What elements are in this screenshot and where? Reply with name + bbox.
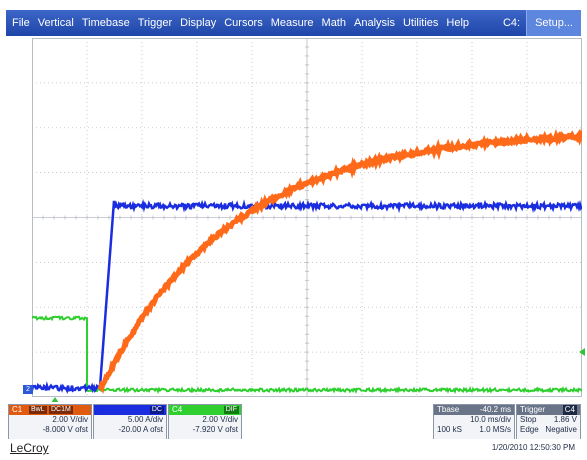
c1-descriptor[interactable]: C1 BwL DC1M 2.00 V/div -8.000 V ofst (8, 404, 92, 440)
trigger-channel: C4 (563, 405, 577, 415)
c1-offset: -8.000 V ofst (9, 425, 91, 435)
menu-display[interactable]: Display (176, 10, 220, 36)
menu-vertical[interactable]: Vertical (34, 10, 78, 36)
graticule (32, 38, 582, 397)
trigger-slope: Negative (545, 425, 577, 435)
trigger-level: 1.86 V (554, 415, 577, 425)
menu-cursors[interactable]: Cursors (220, 10, 267, 36)
menu-bar: File Vertical Timebase Trigger Display C… (6, 10, 581, 36)
c1-tag-coupling: DC1M (49, 406, 73, 414)
timebase-tdiv: 10.0 ms/div (470, 415, 511, 425)
trigger-mode: Stop (520, 415, 536, 425)
timebase-rate: 1.0 MS/s (479, 425, 511, 435)
timebase-samples: 100 kS (437, 425, 462, 435)
menu-timebase[interactable]: Timebase (78, 10, 134, 36)
c1-vdiv: 2.00 V/div (9, 415, 91, 425)
timebase-descriptor[interactable]: Tbase -40.2 ms 10.0 ms/div 100 kS 1.0 MS… (433, 404, 515, 440)
c4-id: C4 (172, 405, 182, 414)
waveform-grid[interactable] (32, 38, 582, 397)
c4-tag-dif: DIF (224, 406, 239, 414)
menu-trigger[interactable]: Trigger (134, 10, 176, 36)
timebase-row-tdiv: 10.0 ms/div (434, 415, 514, 425)
timebase-label: Tbase (437, 405, 459, 415)
c2-id: C2 (97, 405, 107, 414)
c2-header: C2 DC (94, 405, 166, 415)
trigger-row-mode: Stop 1.86 V (517, 415, 580, 425)
menu-help[interactable]: Help (442, 10, 473, 36)
c1-tag-bwl: BwL (29, 406, 47, 414)
c2-offset: -20.00 A ofst (94, 425, 166, 435)
timebase-delay: -40.2 ms (480, 405, 511, 415)
menu-file[interactable]: File (6, 10, 34, 36)
menu-utilities[interactable]: Utilities (399, 10, 442, 36)
menu-measure[interactable]: Measure (267, 10, 318, 36)
timebase-header: Tbase -40.2 ms (434, 405, 514, 415)
c4-descriptor[interactable]: C4 DIF 2.00 V/div -7.920 V ofst (168, 404, 242, 440)
acquisition-timestamp: 1/20/2010 12:50:30 PM (492, 443, 575, 452)
c4-vdiv: 2.00 V/div (169, 415, 241, 425)
c2-descriptor[interactable]: C2 DC 5.00 A/div -20.00 A ofst (93, 404, 167, 440)
c4-offset: -7.920 V ofst (169, 425, 241, 435)
c2-tag-coupling: DC (150, 406, 164, 414)
brand-logo: LeCroy (10, 441, 49, 455)
trigger-row-type: Edge Negative (517, 425, 580, 435)
menu-analysis[interactable]: Analysis (350, 10, 399, 36)
trigger-label: Trigger (520, 405, 545, 415)
menu-right: C4: Setup... (497, 10, 581, 36)
c1-id: C1 (12, 405, 22, 414)
c2-ground-marker: 2 (23, 385, 33, 394)
menu-math[interactable]: Math (318, 10, 350, 36)
c2-vdiv: 5.00 A/div (94, 415, 166, 425)
trigger-type: Edge (520, 425, 539, 435)
status-footer: LeCroy 1/20/2010 12:50:30 PM (6, 439, 581, 457)
c1-header: C1 BwL DC1M (9, 405, 91, 415)
info-bar: C1 BwL DC1M 2.00 V/div -8.000 V ofst C2 … (6, 402, 581, 438)
c4-header: C4 DIF (169, 405, 241, 415)
active-channel-indicator: C4: (497, 17, 526, 29)
trigger-level-arrow (579, 348, 585, 356)
trigger-header: Trigger C4 (517, 405, 580, 415)
setup-button[interactable]: Setup... (526, 10, 581, 36)
timebase-row-rate: 100 kS 1.0 MS/s (434, 425, 514, 435)
trigger-descriptor[interactable]: Trigger C4 Stop 1.86 V Edge Negative (516, 404, 581, 440)
